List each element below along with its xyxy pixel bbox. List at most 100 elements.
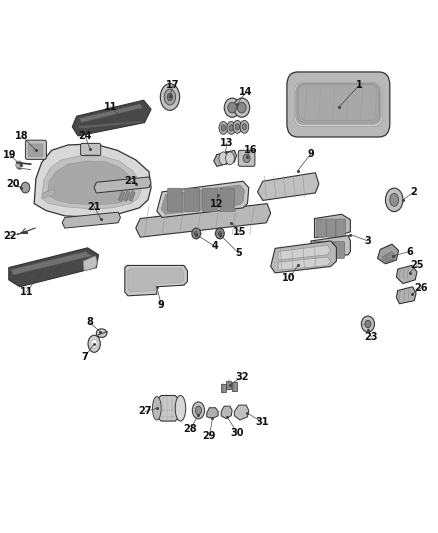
- Ellipse shape: [192, 402, 205, 419]
- Polygon shape: [78, 121, 143, 129]
- Ellipse shape: [221, 125, 226, 131]
- FancyBboxPatch shape: [298, 85, 378, 120]
- Ellipse shape: [361, 316, 374, 332]
- Text: 8: 8: [86, 318, 93, 327]
- Ellipse shape: [91, 340, 97, 348]
- Text: 31: 31: [255, 417, 268, 427]
- Polygon shape: [157, 181, 249, 217]
- Polygon shape: [311, 236, 350, 259]
- Polygon shape: [214, 150, 237, 166]
- Ellipse shape: [194, 231, 198, 236]
- Polygon shape: [234, 405, 249, 420]
- Polygon shape: [125, 265, 187, 296]
- Ellipse shape: [365, 320, 371, 328]
- Ellipse shape: [175, 395, 186, 421]
- Ellipse shape: [390, 193, 399, 206]
- Text: 29: 29: [203, 431, 216, 441]
- Text: 17: 17: [166, 80, 180, 90]
- Ellipse shape: [219, 152, 228, 165]
- Polygon shape: [396, 287, 416, 304]
- FancyBboxPatch shape: [167, 188, 182, 212]
- Text: 20: 20: [7, 179, 20, 189]
- Text: 6: 6: [406, 247, 413, 256]
- Text: 21: 21: [124, 176, 137, 186]
- Text: 11: 11: [104, 102, 117, 111]
- Polygon shape: [83, 256, 97, 271]
- Polygon shape: [62, 212, 120, 228]
- Text: 18: 18: [15, 131, 29, 141]
- Ellipse shape: [385, 188, 403, 212]
- Ellipse shape: [160, 84, 180, 110]
- Polygon shape: [221, 406, 232, 418]
- FancyBboxPatch shape: [287, 72, 390, 137]
- Text: 15: 15: [233, 227, 247, 237]
- FancyBboxPatch shape: [238, 150, 255, 166]
- Polygon shape: [278, 257, 331, 270]
- Polygon shape: [11, 252, 92, 275]
- Polygon shape: [34, 144, 151, 217]
- Polygon shape: [124, 191, 130, 201]
- Polygon shape: [15, 161, 21, 169]
- Ellipse shape: [243, 154, 250, 163]
- Polygon shape: [271, 241, 336, 273]
- FancyBboxPatch shape: [297, 84, 380, 123]
- Ellipse shape: [167, 93, 173, 101]
- Text: 26: 26: [415, 283, 428, 293]
- Text: 5: 5: [235, 248, 242, 258]
- Text: 7: 7: [81, 352, 88, 362]
- Ellipse shape: [235, 124, 240, 130]
- Ellipse shape: [215, 228, 224, 239]
- FancyBboxPatch shape: [28, 144, 43, 157]
- Ellipse shape: [88, 335, 100, 352]
- Text: 22: 22: [3, 231, 16, 240]
- Polygon shape: [207, 408, 218, 418]
- Ellipse shape: [195, 406, 201, 415]
- Text: 23: 23: [365, 332, 378, 342]
- Ellipse shape: [229, 125, 233, 131]
- Text: 10: 10: [283, 273, 296, 283]
- FancyBboxPatch shape: [81, 143, 101, 156]
- Text: 19: 19: [3, 150, 16, 159]
- Polygon shape: [161, 185, 244, 214]
- Polygon shape: [382, 253, 394, 263]
- Polygon shape: [118, 191, 125, 201]
- FancyBboxPatch shape: [296, 83, 381, 124]
- FancyBboxPatch shape: [324, 241, 334, 259]
- Ellipse shape: [234, 98, 250, 117]
- Text: 11: 11: [20, 287, 33, 297]
- Ellipse shape: [96, 329, 107, 337]
- Polygon shape: [72, 100, 151, 136]
- Text: 16: 16: [244, 146, 257, 155]
- Polygon shape: [94, 177, 151, 193]
- Ellipse shape: [192, 228, 201, 239]
- Text: 9: 9: [307, 149, 314, 158]
- Text: 9: 9: [158, 300, 165, 310]
- FancyBboxPatch shape: [25, 140, 46, 159]
- Polygon shape: [9, 248, 99, 287]
- Text: 28: 28: [184, 424, 198, 434]
- Text: 2: 2: [410, 187, 417, 197]
- Ellipse shape: [219, 122, 228, 134]
- Ellipse shape: [224, 98, 240, 117]
- Text: 14: 14: [240, 87, 253, 96]
- Ellipse shape: [233, 120, 242, 133]
- Text: 27: 27: [139, 407, 152, 416]
- Ellipse shape: [240, 120, 249, 133]
- Text: 1: 1: [356, 80, 363, 90]
- Ellipse shape: [228, 102, 237, 113]
- Polygon shape: [278, 245, 331, 260]
- FancyBboxPatch shape: [294, 83, 382, 126]
- FancyBboxPatch shape: [317, 219, 326, 237]
- Ellipse shape: [21, 182, 30, 193]
- Polygon shape: [378, 244, 399, 264]
- FancyBboxPatch shape: [185, 188, 200, 212]
- Polygon shape: [221, 384, 226, 392]
- Text: 30: 30: [231, 428, 244, 438]
- Polygon shape: [258, 173, 319, 200]
- FancyBboxPatch shape: [313, 241, 324, 259]
- Polygon shape: [314, 214, 350, 238]
- Ellipse shape: [164, 89, 176, 105]
- FancyBboxPatch shape: [334, 241, 345, 259]
- Polygon shape: [226, 381, 231, 389]
- Ellipse shape: [237, 102, 246, 113]
